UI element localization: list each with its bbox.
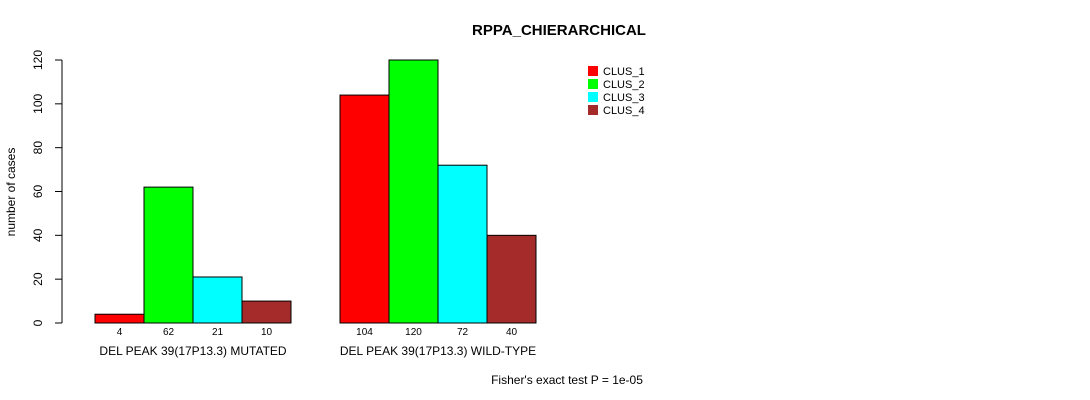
group-labels: DEL PEAK 39(17P13.3) MUTATED DEL PEAK 39(… [99, 344, 536, 358]
bar-value-label: 10 [261, 327, 273, 338]
bar-value-label: 72 [457, 327, 469, 338]
y-axis: 0 20 40 60 80 100 120 [31, 50, 63, 326]
legend-swatch [588, 79, 598, 89]
bars [94, 59, 537, 324]
legend-label: CLUS_4 [603, 105, 645, 117]
fisher-test-note: Fisher's exact test P = 1e-05 [491, 373, 643, 387]
bar-value-labels: 4 62 21 10 104 120 72 40 [117, 327, 518, 338]
bar-clus-4-mutated [241, 300, 292, 324]
y-tick-label: 0 [31, 319, 45, 326]
legend-swatch [588, 66, 598, 76]
legend-label: CLUS_3 [603, 92, 645, 104]
group-label: DEL PEAK 39(17P13.3) WILD-TYPE [340, 344, 536, 358]
y-tick-label: 80 [31, 141, 45, 155]
y-tick-label: 60 [31, 185, 45, 199]
legend-swatch [588, 105, 598, 115]
bar-value-label: 40 [506, 327, 518, 338]
bar-clus-2-wild-type [388, 59, 439, 324]
bar-clus-3-mutated [192, 276, 243, 324]
legend-label: CLUS_1 [603, 66, 645, 78]
chart-title: RPPA_CHIERARCHICAL [472, 22, 646, 39]
bar-value-label: 21 [212, 327, 224, 338]
bar-clus-2-mutated [143, 186, 194, 324]
bar-clus-4-wild-type [486, 234, 537, 324]
bar-value-label: 4 [117, 327, 123, 338]
legend-swatch [588, 92, 598, 102]
y-axis-label: number of cases [4, 148, 18, 237]
legend-label: CLUS_2 [603, 79, 645, 91]
y-tick-label: 100 [31, 94, 45, 114]
bar-value-label: 120 [405, 327, 422, 338]
group-label: DEL PEAK 39(17P13.3) MUTATED [99, 344, 287, 358]
bar-clus-1-wild-type [339, 94, 390, 324]
bar-value-label: 104 [356, 327, 373, 338]
bar-clus-1-mutated [94, 313, 145, 324]
y-tick-label: 40 [31, 228, 45, 242]
y-tick-label: 120 [31, 50, 45, 70]
bar-clus-3-wild-type [437, 164, 488, 324]
y-tick-label: 20 [31, 272, 45, 286]
bar-value-label: 62 [163, 327, 175, 338]
